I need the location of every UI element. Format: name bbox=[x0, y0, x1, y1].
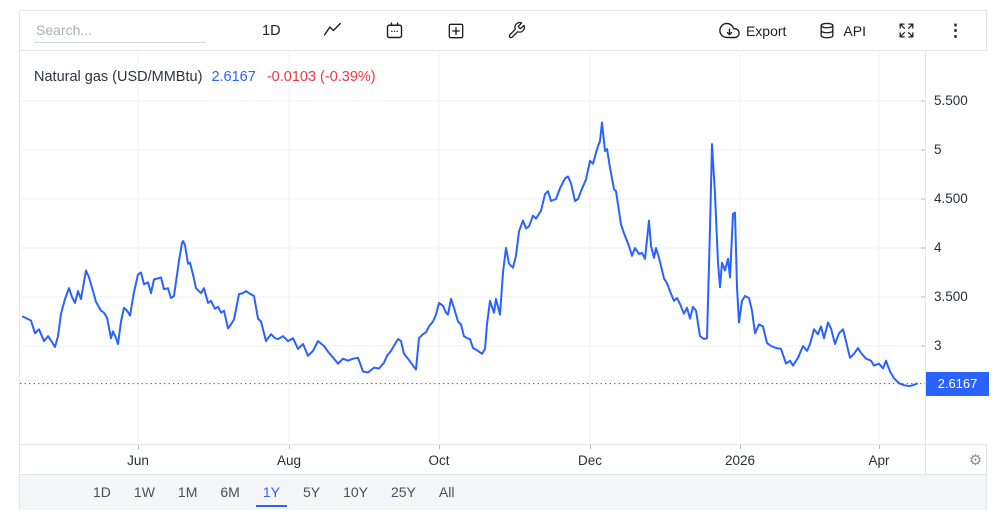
y-axis-label: 5 bbox=[934, 141, 942, 157]
range-button-25y[interactable]: 25Y bbox=[384, 478, 423, 507]
x-axis: ⚙ Jun Aug Oct Dec 2026 Apr bbox=[20, 444, 986, 474]
last-price-badge: 2.6167 bbox=[926, 371, 989, 396]
range-button-1y[interactable]: 1Y bbox=[255, 478, 287, 507]
x-axis-label: Apr bbox=[868, 453, 890, 468]
y-axis-label: 3 bbox=[934, 337, 942, 353]
x-axis-label: Aug bbox=[276, 453, 302, 468]
x-axis-tick bbox=[740, 445, 741, 449]
search-input[interactable] bbox=[34, 18, 206, 43]
x-axis-label: Dec bbox=[577, 453, 603, 468]
x-axis-label: 2026 bbox=[724, 453, 756, 468]
x-axis-label: Oct bbox=[428, 453, 450, 468]
y-axis: 2.6167 5.500 5 4.500 4 3.500 3 bbox=[925, 51, 989, 444]
y-axis-label: 3.500 bbox=[934, 288, 968, 304]
legend: Natural gas (USD/MMBtu) 2.6167 -0.0103 (… bbox=[34, 69, 376, 85]
interval-label: 1D bbox=[262, 22, 281, 39]
settings-gear-button[interactable]: ⚙ bbox=[944, 445, 1000, 474]
export-label: Export bbox=[745, 22, 787, 39]
price-line-svg bbox=[20, 51, 925, 444]
toolbar: 1D bbox=[20, 11, 986, 51]
plus-square-icon bbox=[448, 23, 463, 38]
axis-divider bbox=[925, 445, 926, 474]
tools-button[interactable] bbox=[503, 18, 530, 43]
range-button-1d[interactable]: 1D bbox=[86, 478, 118, 507]
x-axis-tick bbox=[138, 445, 139, 449]
y-axis-label: 5.500 bbox=[934, 92, 968, 108]
line-chart-icon bbox=[323, 22, 341, 36]
range-button-1m[interactable]: 1M bbox=[171, 478, 204, 507]
range-button-10y[interactable]: 10Y bbox=[336, 478, 375, 507]
range-button-1w[interactable]: 1W bbox=[127, 478, 162, 507]
range-button-all[interactable]: All bbox=[432, 478, 462, 507]
chart-plot-area[interactable]: Natural gas (USD/MMBtu) 2.6167 -0.0103 (… bbox=[20, 51, 925, 444]
cloud-download-icon bbox=[719, 22, 740, 39]
kebab-menu-icon: ⋮ bbox=[947, 21, 964, 40]
legend-change: -0.0103 (-0.39%) bbox=[266, 69, 376, 85]
legend-price: 2.6167 bbox=[211, 69, 256, 85]
gear-icon: ⚙ bbox=[968, 451, 983, 469]
y-axis-label: 4 bbox=[934, 239, 942, 255]
range-button-6m[interactable]: 6M bbox=[213, 478, 246, 507]
api-button[interactable]: API bbox=[813, 18, 870, 44]
calendar-icon bbox=[386, 22, 402, 39]
export-button[interactable]: Export bbox=[715, 17, 790, 44]
legend-title: Natural gas (USD/MMBtu) bbox=[34, 69, 203, 85]
toolbar-right-group: Export API ⋮ bbox=[715, 17, 968, 44]
more-menu-button[interactable]: ⋮ bbox=[943, 19, 968, 42]
x-axis-tick bbox=[590, 445, 591, 449]
x-axis-tick bbox=[289, 445, 290, 449]
y-axis-label: 4.500 bbox=[934, 190, 968, 206]
api-label: API bbox=[843, 22, 866, 39]
chart-widget-card: 1D bbox=[19, 10, 989, 510]
x-axis-label: Jun bbox=[127, 453, 149, 468]
wrench-icon bbox=[508, 21, 525, 39]
x-axis-tick bbox=[879, 445, 880, 449]
range-button-5y[interactable]: 5Y bbox=[296, 478, 327, 507]
x-axis-tick bbox=[439, 445, 440, 449]
add-indicator-button[interactable] bbox=[442, 18, 470, 44]
interval-button[interactable]: 1D bbox=[258, 20, 285, 42]
database-icon bbox=[820, 22, 834, 38]
range-selector-bar: 1D 1W 1M 6M 1Y 5Y 10Y 25Y All bbox=[20, 474, 986, 510]
calendar-button[interactable] bbox=[380, 17, 409, 44]
fullscreen-button[interactable] bbox=[893, 18, 920, 43]
chart-type-button[interactable] bbox=[318, 17, 347, 44]
fullscreen-expand-icon bbox=[899, 23, 914, 38]
